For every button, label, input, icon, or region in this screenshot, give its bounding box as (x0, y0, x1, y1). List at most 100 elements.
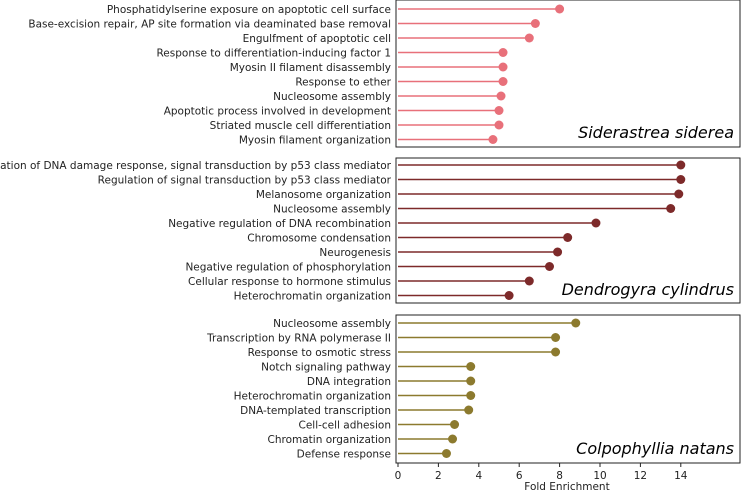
term-label: Engulfment of apoptotic cell (243, 33, 391, 45)
term-label: Apoptotic process involved in developmen… (164, 106, 391, 118)
species-label: Colpophyllia natans (576, 439, 734, 458)
term-label: Cell-cell adhesion (298, 420, 391, 432)
lollipop-point (674, 189, 684, 199)
lollipop-point (545, 262, 554, 271)
species-label: Dendrogyra cylindrus (562, 280, 734, 299)
lollipop-point (498, 48, 508, 57)
term-label: Negative regulation of phosphorylation (185, 262, 391, 274)
panel-frame (395, 0, 741, 148)
term-row: Chromatin organization (268, 434, 458, 446)
term-label: Response to osmotic stress (248, 347, 391, 359)
term-label: Response to ether (295, 77, 391, 89)
x-tick-label: 2 (435, 470, 442, 482)
term-label: Nucleosome assembly (273, 91, 391, 103)
x-tick-label: 6 (516, 470, 523, 482)
lollipop-point (498, 62, 508, 72)
term-row: Regulation of DNA damage response, signa… (0, 160, 686, 172)
lollipop-point (676, 175, 686, 184)
term-row: Myosin II filament disassembly (230, 62, 508, 74)
term-label: Base-excision repair, AP site formation … (28, 19, 391, 31)
term-label: Neurogenesis (319, 247, 391, 259)
term-row: Negative regulation of DNA recombination (168, 218, 601, 230)
term-row: DNA-templated transcription (240, 405, 474, 417)
lollipop-point (553, 247, 563, 257)
term-row: Myosin filament organization (239, 135, 498, 147)
term-row: Apoptotic process involved in developmen… (164, 106, 504, 118)
lollipop-point (551, 347, 561, 357)
lollipop-point (496, 91, 506, 101)
lollipop-point (464, 405, 474, 415)
term-row: Nucleosome assembly (273, 204, 676, 216)
term-row: DNA integration (307, 376, 476, 388)
lollipop-point (498, 77, 508, 86)
panel-frame (395, 157, 741, 304)
x-tick-label: 8 (556, 470, 563, 482)
term-label: Cellular response to hormone stimulus (188, 276, 391, 288)
x-axis: 0 2 4 6 8 10 12 14 (395, 463, 688, 482)
term-row: Heterochromatin organization (234, 391, 476, 403)
lollipop-point (494, 106, 504, 115)
lollipop-point (466, 376, 476, 386)
term-label: Transcription by RNA polymerase II (206, 333, 391, 345)
term-label: DNA integration (307, 376, 391, 388)
x-axis-title: Fold Enrichment (524, 481, 609, 493)
lollipop-point (488, 135, 498, 144)
term-row: Regulation of signal transduction by p53… (98, 175, 686, 187)
lollipop-point (466, 362, 476, 371)
x-tick-label: 0 (395, 470, 402, 482)
term-label: Heterochromatin organization (234, 291, 391, 303)
term-row: Cellular response to hormone stimulus (188, 276, 534, 288)
term-row: Response to osmotic stress (248, 347, 561, 359)
term-row: Nucleosome assembly (273, 91, 506, 103)
lollipop-point (666, 204, 676, 213)
lollipop-point (504, 291, 514, 300)
term-row: Base-excision repair, AP site formation … (28, 19, 540, 31)
term-label: Heterochromatin organization (234, 391, 391, 403)
term-row: Heterochromatin organization (234, 291, 514, 303)
x-tick-label: 14 (674, 470, 688, 482)
lollipop-point (551, 333, 561, 342)
term-row: Neurogenesis (319, 247, 563, 259)
x-tick-label: 4 (475, 470, 482, 482)
term-label: Negative regulation of DNA recombination (168, 218, 391, 230)
term-label: DNA-templated transcription (240, 405, 391, 417)
term-label: Defense response (297, 449, 391, 461)
term-row: Negative regulation of phosphorylation (185, 262, 554, 274)
lollipop-point (676, 160, 686, 170)
term-row: Melanosome organization (256, 189, 684, 201)
term-row: Transcription by RNA polymerase II (206, 333, 561, 345)
panel-frame (395, 314, 741, 464)
term-row: Phosphatidylserine exposure on apoptotic… (107, 4, 565, 16)
term-row: Nucleosome assembly (273, 318, 581, 330)
lollipop-point (466, 391, 476, 400)
species-label: Siderastrea siderea (578, 123, 734, 142)
lollipop-point (524, 33, 534, 43)
panel-1: Phosphatidylserine exposure on apoptotic… (28, 0, 741, 148)
lollipop-point (450, 420, 460, 429)
panel-3: Nucleosome assembly Transcription by RNA … (206, 314, 741, 464)
panel-2: Regulation of DNA damage response, signa… (0, 157, 741, 304)
lollipop-point (441, 449, 451, 458)
term-row: Response to differentiation-inducing fac… (156, 48, 508, 60)
term-row: Chromosome condensation (247, 233, 573, 245)
lollipop-point (530, 19, 540, 28)
term-label: Regulation of DNA damage response, signa… (0, 160, 392, 172)
term-label: Chromosome condensation (247, 233, 391, 245)
x-tick-label: 10 (593, 470, 606, 482)
term-label: Myosin II filament disassembly (230, 62, 391, 74)
lollipop-point (494, 120, 504, 130)
term-label: Myosin filament organization (239, 135, 391, 147)
term-label: Nucleosome assembly (273, 204, 391, 216)
lollipop-point (448, 434, 458, 444)
term-label: Melanosome organization (256, 189, 391, 201)
term-row: Striated muscle cell differentiation (210, 120, 504, 132)
lollipop-point (563, 233, 573, 242)
term-row: Response to ether (295, 77, 508, 89)
term-row: Engulfment of apoptotic cell (243, 33, 534, 45)
lollipop-point (524, 276, 534, 286)
term-row: Defense response (297, 449, 451, 461)
term-label: Nucleosome assembly (273, 318, 391, 330)
lollipop-point (555, 4, 565, 14)
term-label: Chromatin organization (268, 434, 391, 446)
